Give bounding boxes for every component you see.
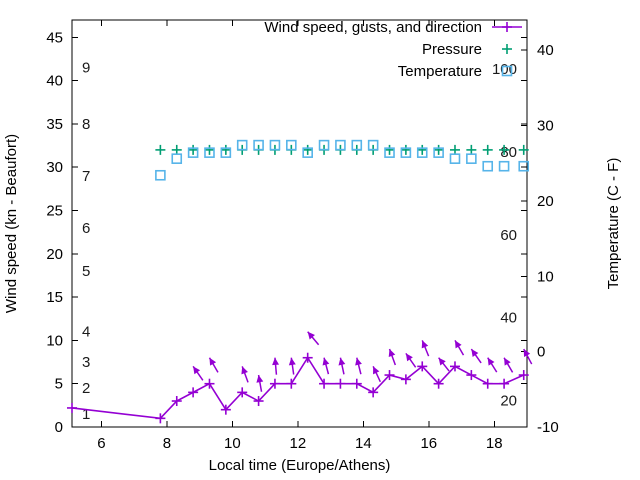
y2-axis-title: Temperature (C - F) xyxy=(605,158,622,290)
data-point-marker xyxy=(482,160,494,172)
data-point-marker xyxy=(351,139,363,151)
beaufort-scale-label: 1 xyxy=(82,406,90,423)
data-point-marker xyxy=(171,153,183,164)
beaufort-scale-label: 3 xyxy=(82,354,90,371)
data-point-marker xyxy=(518,160,530,172)
wind-direction-arrows xyxy=(192,331,533,392)
beaufort-scale-label: 7 xyxy=(82,168,90,185)
data-point-marker xyxy=(449,153,461,164)
data-point-marker xyxy=(220,147,232,158)
data-point-marker xyxy=(433,147,444,158)
wind-arrow-head xyxy=(272,357,280,366)
data-point-marker xyxy=(384,147,395,158)
legend-label: Wind speed, gusts, and direction xyxy=(264,19,482,36)
x-axis-tick-label: 6 xyxy=(97,435,105,452)
data-point-marker xyxy=(400,147,412,158)
y-axis-tick-label: 20 xyxy=(46,246,63,263)
data-point-marker xyxy=(253,139,264,151)
wind-arrow-head xyxy=(288,357,296,366)
series-wind-speed xyxy=(67,352,529,424)
data-point-marker xyxy=(187,147,199,158)
wind-arrow-head xyxy=(322,357,330,366)
y-axis-tick-label: 35 xyxy=(46,116,63,133)
wind-arrow-head xyxy=(454,340,462,349)
y2-axis-tick-label: 20 xyxy=(537,193,554,210)
wind-arrow-head xyxy=(471,349,479,357)
beaufort-scale-label: 6 xyxy=(82,220,90,237)
plot-frame xyxy=(71,19,528,428)
wind-arrow-head xyxy=(504,357,511,366)
beaufort-scale-label: 4 xyxy=(82,324,90,341)
data-point-marker xyxy=(302,147,313,158)
data-point-marker xyxy=(236,139,248,151)
wind-arrow-head xyxy=(388,349,396,358)
y2-axis-tick-label: 10 xyxy=(537,268,554,285)
x-axis-tick-label: 10 xyxy=(224,435,241,452)
wind-arrow-head xyxy=(523,349,531,358)
wind-arrow-head xyxy=(307,331,315,340)
y2-axis-tick-label: 30 xyxy=(537,118,554,135)
beaufort-scale-label: 2 xyxy=(82,380,90,397)
x-axis-tick-label: 18 xyxy=(486,435,503,452)
y2-axis-tick-label: 40 xyxy=(537,42,554,59)
fahrenheit-scale-label: 20 xyxy=(500,393,517,410)
y-axis-tick-label: 15 xyxy=(46,289,63,306)
y2-axis-tick-label: -10 xyxy=(537,419,559,436)
y-axis-tick-label: 0 xyxy=(55,419,63,436)
series-temperature xyxy=(155,139,530,181)
fahrenheit-scale-label: 80 xyxy=(500,144,517,161)
data-point-marker xyxy=(318,139,330,151)
wind-arrow-head xyxy=(373,366,380,375)
wind-arrow-head xyxy=(487,357,495,366)
data-point-marker xyxy=(367,139,379,151)
data-point-marker xyxy=(498,160,510,172)
y-axis-tick-label: 10 xyxy=(46,332,63,349)
legend-label: Temperature xyxy=(398,63,482,80)
y-axis-tick-label: 25 xyxy=(46,203,63,220)
wind-arrow-head xyxy=(241,366,248,375)
legend: Wind speed, gusts, and direction Pressure… xyxy=(264,19,522,80)
x-axis-tick-label: 12 xyxy=(290,435,307,452)
legend-label: Pressure xyxy=(422,41,482,58)
data-point-marker xyxy=(155,169,166,181)
y-axis-tick-label: 30 xyxy=(46,159,63,176)
x-axis-tick-label: 16 xyxy=(420,435,437,452)
data-point-marker xyxy=(286,139,297,151)
y2-axis-tick-label: 0 xyxy=(537,344,545,361)
y-axis-title: Wind speed (kn - Beaufort) xyxy=(3,134,20,313)
beaufort-scale-label: 9 xyxy=(82,60,90,77)
y-axis-tick-label: 40 xyxy=(46,73,63,90)
wind-arrow-head xyxy=(421,340,429,349)
data-point-marker xyxy=(204,147,215,158)
wind-arrow-head xyxy=(338,357,346,366)
legend-marker xyxy=(501,65,513,77)
wind-arrow-head xyxy=(405,353,413,362)
x-axis-tick-label: 14 xyxy=(355,435,372,452)
wind-arrow-head xyxy=(193,366,201,375)
data-point-marker xyxy=(269,139,281,151)
data-point-marker xyxy=(335,139,346,151)
data-point-marker xyxy=(416,147,428,158)
x-axis-title: Local time (Europe/Athens) xyxy=(209,457,391,474)
beaufort-scale-label: 8 xyxy=(82,116,90,133)
series-line xyxy=(71,356,525,420)
wind-arrow-head xyxy=(209,357,217,366)
wind-arrow-head xyxy=(438,357,446,366)
wind-arrow-head xyxy=(256,375,264,383)
data-point-marker xyxy=(466,153,477,164)
y-axis-tick-label: 45 xyxy=(46,29,63,46)
fahrenheit-scale-label: 60 xyxy=(500,227,517,244)
wind-arrow-head xyxy=(355,357,362,366)
y-axis-tick-label: 5 xyxy=(55,376,63,393)
beaufort-scale-label: 5 xyxy=(82,263,90,280)
x-axis-tick-label: 8 xyxy=(163,435,171,452)
fahrenheit-scale-label: 40 xyxy=(500,310,517,327)
